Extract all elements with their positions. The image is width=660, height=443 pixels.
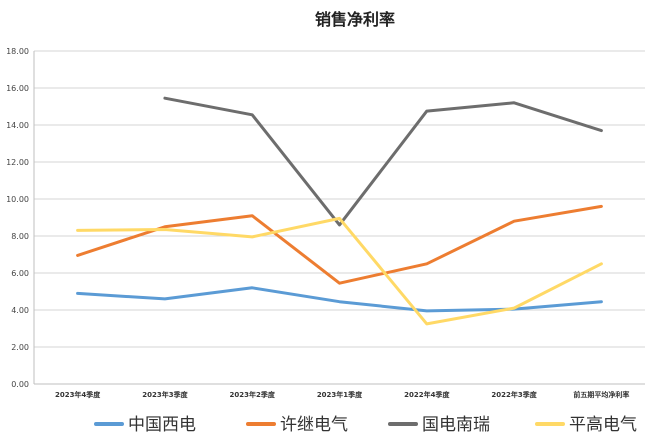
grid [33,50,645,385]
x-tick-label: 2022年3季度 [491,390,537,399]
y-tick-label: 8.00 [11,232,29,241]
x-tick-label: 2023年4季度 [55,390,101,399]
chart-title: 销售净利率 [315,10,395,29]
legend-label: 许继电气 [280,415,348,435]
legend-label: 中国西电 [128,415,196,435]
y-tick-label: 6.00 [11,269,29,278]
legend-label: 国电南瑞 [422,415,490,435]
series-lines [76,96,603,326]
y-tick-label: 10.00 [6,195,29,204]
series-line-0 [76,286,603,313]
x-tick-label: 2023年2季度 [230,390,276,399]
series-line-1 [76,204,603,285]
x-tick-label: 2022年4季度 [404,390,450,399]
x-tick-label: 前五期平均净利率 [573,390,629,399]
y-tick-label: 12.00 [6,158,29,167]
legend-label: 平高电气 [569,415,637,435]
legend: 中国西电 许继电气 国电南瑞 平高电气 [94,415,637,435]
x-tick-label: 2023年1季度 [317,390,363,399]
y-tick-label: 14.00 [6,121,29,130]
x-axis: 2023年4季度 2023年3季度 2023年2季度 2023年1季度 2022年4季度… [55,390,629,399]
y-tick-label: 18.00 [6,47,29,56]
y-axis: 0.00 2.00 4.00 6.00 8.00 10.00 12.00 14.00 16.00… [6,47,29,389]
series-line-2 [163,96,603,227]
y-tick-label: 4.00 [11,306,29,315]
series-line-3 [76,216,603,326]
y-tick-label: 0.00 [11,380,29,389]
y-tick-label: 16.00 [6,84,29,93]
y-tick-label: 2.00 [11,343,29,352]
x-tick-label: 2023年3季度 [142,390,188,399]
